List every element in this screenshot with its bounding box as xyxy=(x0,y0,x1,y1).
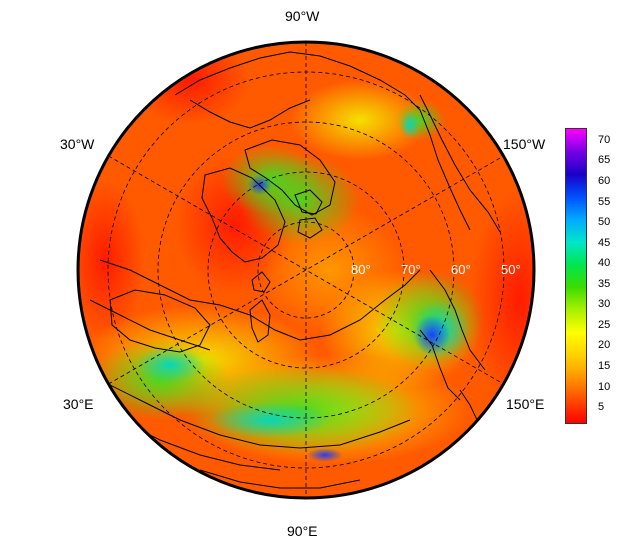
map-border xyxy=(76,40,536,500)
lon-label-lower-right: 150°E xyxy=(506,396,545,412)
colorbar-tick-label: 55 xyxy=(598,195,611,208)
colorbar-tick-label: 25 xyxy=(598,318,611,331)
colorbar-tick-label: 40 xyxy=(598,257,611,270)
colorbar-tick-label: 5 xyxy=(598,401,605,414)
colorbar-tick-label: 50 xyxy=(598,216,611,229)
colorbar-tick-label: 15 xyxy=(598,359,611,372)
lat-label-60: 60° xyxy=(451,262,471,277)
colorbar-tick-label: 45 xyxy=(598,236,611,249)
lon-label-bottom: 90°E xyxy=(287,523,318,539)
lon-label-upper-right: 150°W xyxy=(503,136,546,152)
colorbar-tick-label: 35 xyxy=(598,277,611,290)
colorbar-tick-label: 10 xyxy=(598,380,611,393)
lat-label-50: 50° xyxy=(501,262,521,277)
colorbar-tick-label: 65 xyxy=(598,154,611,167)
lat-label-80: 80° xyxy=(351,262,371,277)
colorbar xyxy=(565,128,587,424)
colorbar-tick-label: 60 xyxy=(598,174,611,187)
lon-label-top: 90°W xyxy=(285,8,320,24)
lat-label-70: 70° xyxy=(401,262,421,277)
lon-label-lower-left: 30°E xyxy=(63,396,94,412)
colorbar-tick-label: 30 xyxy=(598,298,611,311)
lon-label-upper-left: 30°W xyxy=(60,136,95,152)
data-field xyxy=(78,42,534,498)
colorbar-tick-label: 20 xyxy=(598,339,611,352)
graticule xyxy=(107,42,505,498)
colorbar-tick-label: 70 xyxy=(598,133,611,146)
